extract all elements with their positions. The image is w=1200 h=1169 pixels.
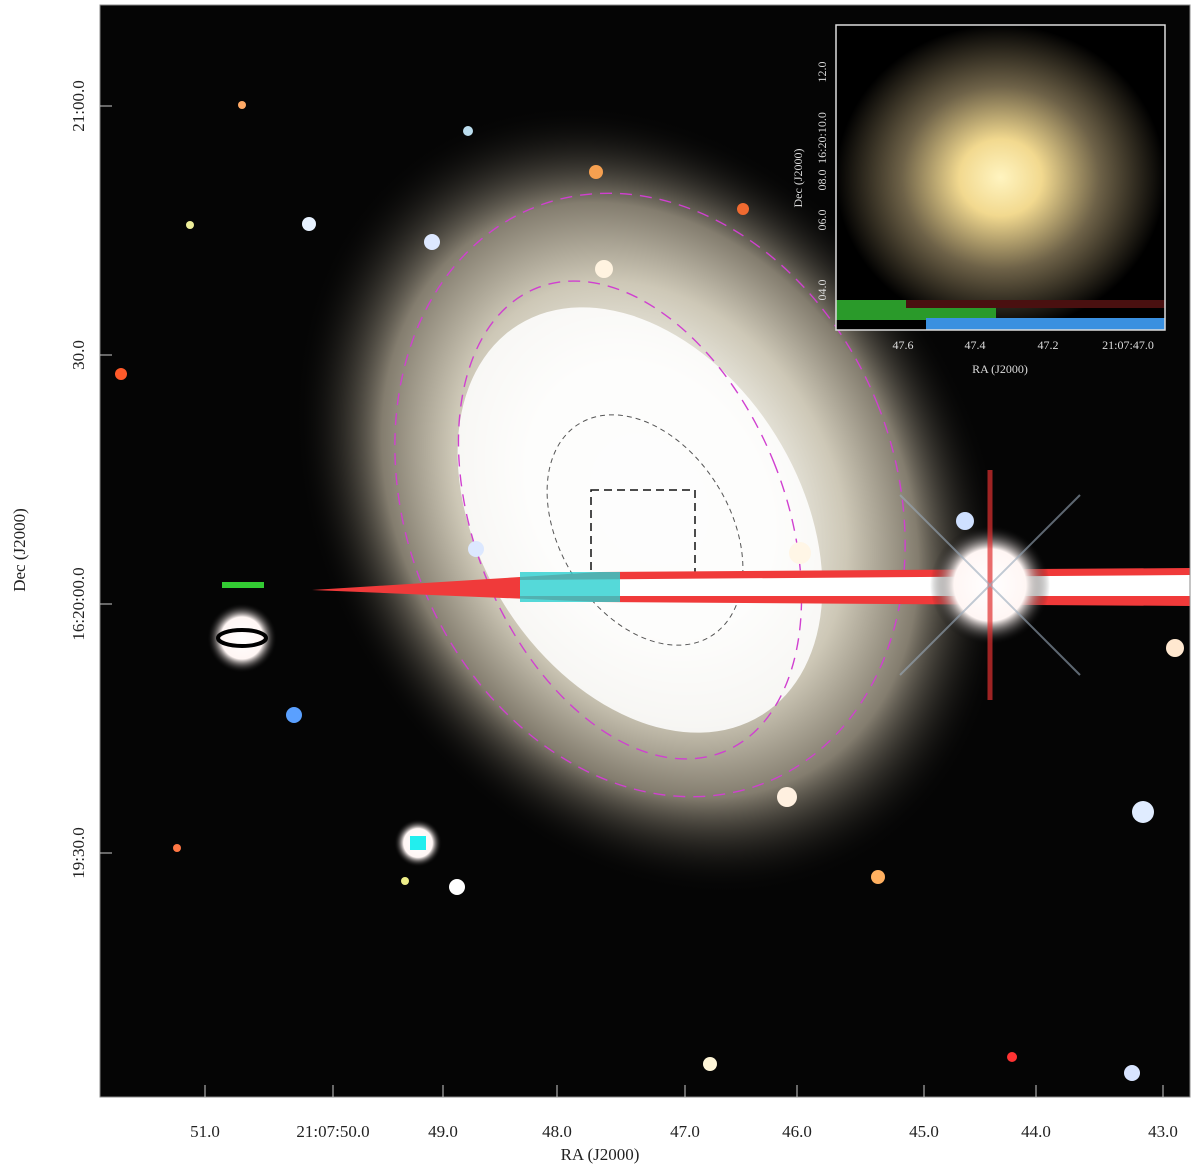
x-tick-label: 45.0 [909, 1122, 939, 1141]
y-axis-label: Dec (J2000) [10, 508, 29, 592]
inset-y-tick-label: 12.0 [815, 62, 829, 83]
inset-x-tick-label: 47.6 [893, 338, 914, 352]
x-tick-label: 51.0 [190, 1122, 220, 1141]
inset-x-tick-label: 21:07:47.0 [1102, 338, 1154, 352]
x-tick-label: 43.0 [1148, 1122, 1178, 1141]
y-tick-label: 16:20:00.0 [69, 567, 88, 640]
x-tick-label: 46.0 [782, 1122, 812, 1141]
y-tick-label: 19:30.0 [69, 827, 88, 878]
y-tick-label: 21:00.0 [69, 80, 88, 131]
inset-y-tick-label: 08.0 [815, 170, 829, 191]
x-tick-label: 48.0 [542, 1122, 572, 1141]
inset-x-axis-label: RA (J2000) [972, 362, 1028, 376]
inset-y-tick-label: 16:20:10.0 [815, 112, 829, 164]
x-tick-label: 21:07:50.0 [296, 1122, 369, 1141]
main-frame [99, 4, 1191, 1098]
inset-y-axis-label: Dec (J2000) [791, 149, 805, 208]
inset-y-tick-label: 04.0 [815, 280, 829, 301]
inset-frame [835, 24, 1166, 331]
x-axis-label: RA (J2000) [561, 1145, 640, 1164]
x-tick-label: 49.0 [428, 1122, 458, 1141]
x-tick-label: 44.0 [1021, 1122, 1051, 1141]
sky-image [100, 5, 1190, 1097]
stars [115, 101, 1184, 1081]
inset-x-tick-label: 47.2 [1038, 338, 1059, 352]
inset-y-tick-label: 06.0 [815, 210, 829, 231]
inset-x-tick-label: 47.4 [965, 338, 986, 352]
y-tick-label: 30.0 [69, 340, 88, 370]
x-tick-label: 47.0 [670, 1122, 700, 1141]
